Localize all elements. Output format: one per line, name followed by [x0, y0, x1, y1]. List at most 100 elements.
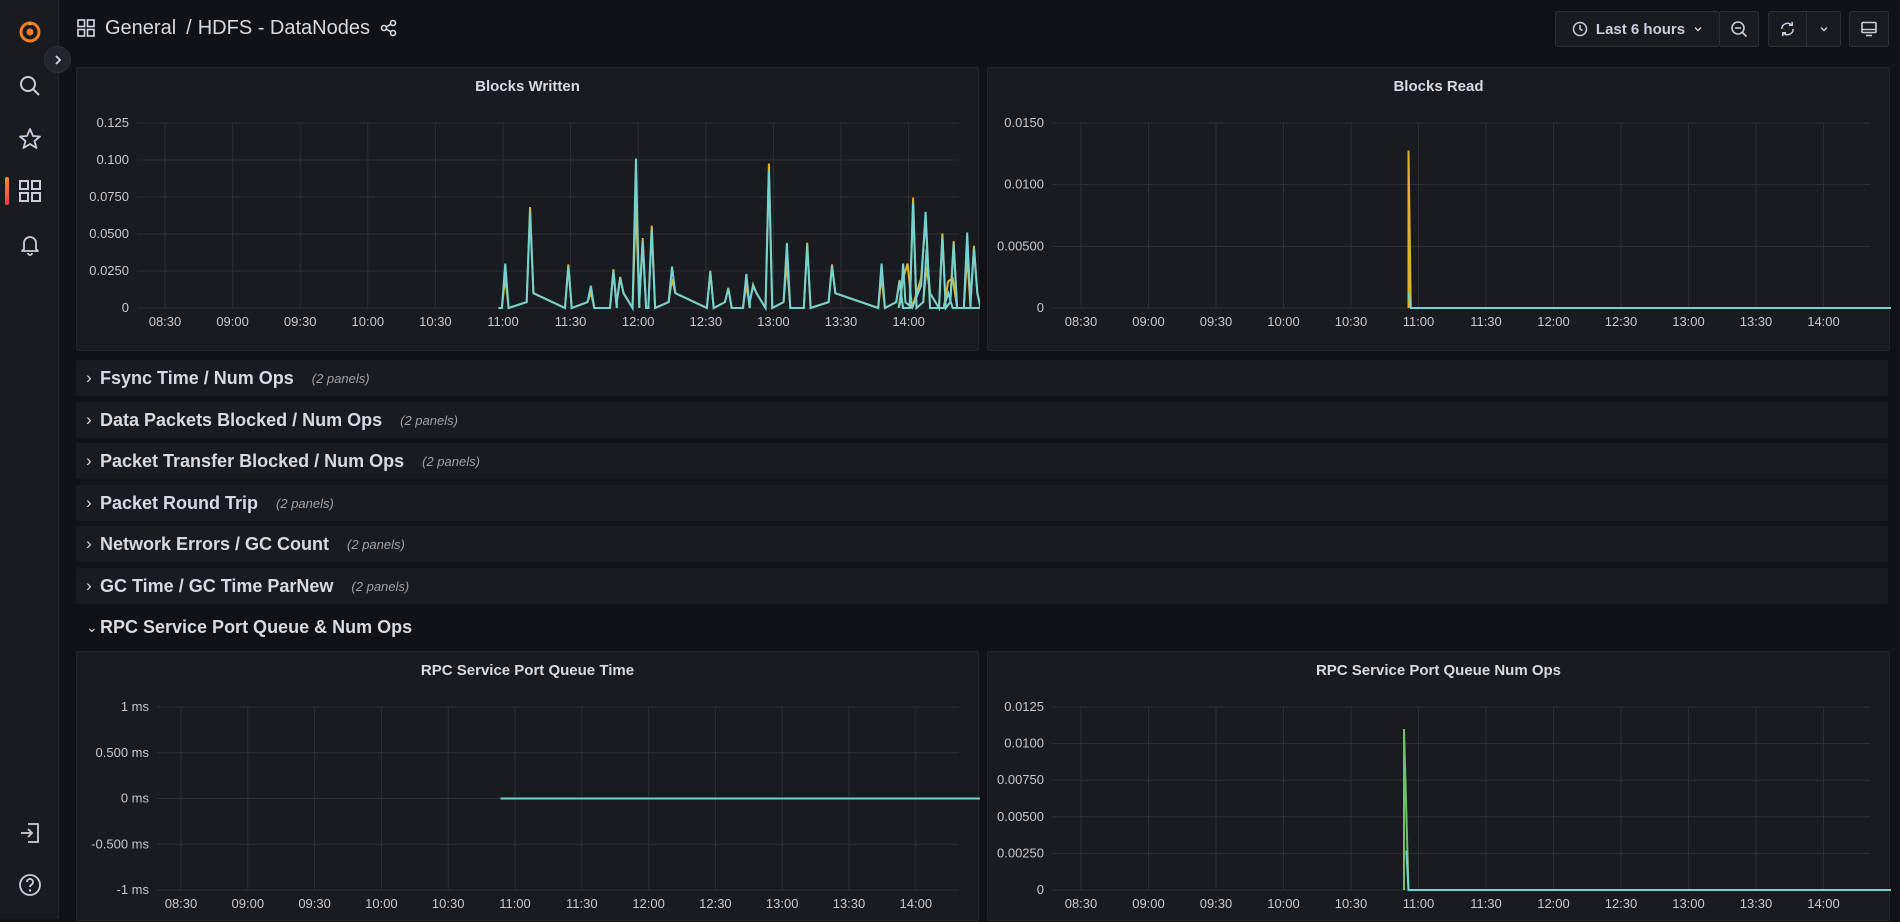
chart-blocks-written: 0 0.0250 0.0500 0.0750 0.100 0.125 08:30 09:00 0… — [89, 115, 980, 329]
dashboard-title[interactable]: HDFS - DataNodes — [197, 16, 370, 39]
sign-out-icon[interactable] — [0, 811, 59, 855]
x-tick-label: 09:00 — [1132, 896, 1165, 911]
y-tick-label: 0.0125 — [1004, 699, 1044, 714]
zoom-out-icon — [1731, 21, 1748, 38]
x-tick-label: 08:30 — [1065, 896, 1098, 911]
panel-blocks-read[interactable]: Blocks Read 0 0.00500 0.0100 0.0150 08:30 09:… — [987, 67, 1891, 351]
starred-icon[interactable] — [0, 117, 59, 161]
x-tick-label: 13:00 — [766, 896, 799, 911]
row-title: Packet Transfer Blocked / Num Ops — [100, 450, 405, 471]
chevron-right-icon: › — [86, 576, 92, 595]
x-tick-label: 14:00 — [892, 314, 925, 329]
chart-rpc-queue-num-ops: 0 0.00250 0.00500 0.00750 0.0100 0.0125 08:30 0… — [997, 699, 1891, 911]
x-tick-label: 09:00 — [216, 314, 249, 329]
chevron-down-icon — [1694, 27, 1702, 32]
chevron-right-icon — [54, 54, 61, 65]
row-gc-time[interactable]: › GC Time / GC Time ParNew (2 panels) — [76, 568, 1888, 604]
chart-blocks-read: 0 0.00500 0.0100 0.0150 08:30 09:00 09:30 10:00… — [997, 115, 1891, 329]
monitor-icon — [1861, 21, 1877, 37]
alerting-bell-icon[interactable] — [0, 222, 59, 266]
chevron-right-icon: › — [86, 451, 92, 470]
search-icon[interactable] — [0, 64, 59, 108]
row-title: GC Time / GC Time ParNew — [100, 575, 334, 596]
time-range-picker[interactable]: Last 6 hours — [1556, 12, 1719, 46]
series-line — [498, 158, 980, 312]
grafana-logo[interactable] — [0, 10, 59, 54]
chevron-down-icon: ⌄ — [86, 618, 98, 635]
x-tick-label: 10:30 — [1335, 896, 1368, 911]
x-tick-label: 11:30 — [566, 896, 598, 911]
series-line — [1403, 728, 1410, 891]
row-title: RPC Service Port Queue & Num Ops — [100, 616, 413, 637]
y-tick-label: 0 ms — [121, 791, 150, 806]
row-title: Network Errors / GC Count — [100, 533, 330, 554]
x-tick-label: 10:00 — [365, 896, 398, 911]
x-tick-label: 12:30 — [699, 896, 732, 911]
chevron-right-icon: › — [86, 534, 92, 553]
x-tick-label: 12:00 — [622, 314, 655, 329]
x-tick-label: 09:30 — [284, 314, 317, 329]
y-tick-label: 0 — [1037, 882, 1044, 897]
refresh-group — [1768, 11, 1841, 47]
x-tick-label: 13:00 — [1672, 314, 1705, 329]
panel-title[interactable]: Blocks Read — [1393, 78, 1484, 95]
y-tick-label: -1 ms — [117, 882, 150, 897]
chevron-right-icon: › — [86, 368, 92, 387]
y-tick-label: 0.00750 — [997, 772, 1044, 787]
panel-title[interactable]: Blocks Written — [475, 78, 580, 95]
refresh-interval-dropdown[interactable] — [1807, 12, 1840, 46]
share-icon[interactable] — [380, 19, 398, 37]
panel-rpc-queue-num-ops[interactable]: RPC Service Port Queue Num Ops 0 0.00250 0… — [987, 651, 1891, 921]
y-tick-label: 1 ms — [121, 699, 150, 714]
tv-mode-button[interactable] — [1850, 12, 1888, 46]
row-panel-count: (2 panels) — [422, 453, 480, 469]
x-tick-label: 08:30 — [1065, 314, 1098, 329]
panel-rpc-queue-time[interactable]: RPC Service Port Queue Time -1 ms -0.500 … — [76, 651, 980, 921]
x-tick-label: 13:30 — [1740, 314, 1773, 329]
row-packet-round-trip[interactable]: › Packet Round Trip (2 panels) — [76, 485, 1888, 521]
chevron-down-icon — [1820, 27, 1827, 32]
series-line — [1405, 850, 1891, 891]
chevron-right-icon: › — [86, 410, 92, 429]
x-tick-label: 13:00 — [757, 314, 790, 329]
x-tick-label: 10:00 — [1267, 896, 1300, 911]
x-tick-label: 13:30 — [833, 896, 866, 911]
y-tick-label: 0.500 ms — [96, 745, 150, 760]
x-tick-label: 13:30 — [1740, 896, 1773, 911]
x-tick-label: 11:00 — [1403, 314, 1435, 329]
x-tick-label: 14:00 — [900, 896, 933, 911]
x-tick-label: 12:00 — [632, 896, 665, 911]
panel-title[interactable]: RPC Service Port Queue Time — [420, 662, 635, 679]
expand-sidebar-button[interactable] — [44, 46, 71, 73]
dashboards-icon[interactable] — [0, 169, 59, 213]
zoom-out-button[interactable] — [1720, 12, 1758, 46]
y-tick-label: 0.100 — [96, 152, 129, 167]
tv-mode-group — [1849, 11, 1889, 47]
series-line — [1407, 292, 1891, 309]
help-icon[interactable] — [0, 863, 59, 907]
breadcrumb-folder[interactable]: General — [105, 16, 177, 39]
row-data-packets[interactable]: › Data Packets Blocked / Num Ops (2 pane… — [76, 402, 1888, 438]
refresh-button[interactable] — [1769, 12, 1807, 46]
x-tick-label: 10:00 — [1267, 314, 1300, 329]
x-tick-label: 11:30 — [555, 314, 587, 329]
breadcrumb-separator: / — [186, 16, 192, 39]
row-rpc-service[interactable]: ⌄ RPC Service Port Queue & Num Ops — [76, 609, 1888, 645]
x-tick-label: 11:00 — [1403, 896, 1435, 911]
x-tick-label: 09:30 — [1200, 896, 1233, 911]
x-tick-label: 09:30 — [298, 896, 331, 911]
row-title: Packet Round Trip — [100, 492, 259, 513]
row-fsync[interactable]: › Fsync Time / Num Ops (2 panels) — [76, 360, 1888, 396]
y-tick-label: 0.0150 — [1004, 115, 1044, 130]
row-panel-count: (2 panels) — [347, 536, 405, 552]
panel-title[interactable]: RPC Service Port Queue Num Ops — [1315, 662, 1562, 679]
x-tick-label: 12:00 — [1537, 896, 1570, 911]
x-tick-label: 13:00 — [1672, 896, 1705, 911]
row-packet-transfer[interactable]: › Packet Transfer Blocked / Num Ops (2 p… — [76, 443, 1888, 479]
row-network-errors[interactable]: › Network Errors / GC Count (2 panels) — [76, 526, 1888, 562]
y-tick-label: 0.0100 — [1004, 177, 1044, 192]
chevron-right-icon: › — [86, 493, 92, 512]
panel-blocks-written[interactable]: Blocks Written 0 0.0250 0.0500 0.0750 0.100 0… — [76, 67, 980, 351]
x-tick-label: 12:30 — [1605, 314, 1638, 329]
x-tick-label: 13:30 — [825, 314, 858, 329]
